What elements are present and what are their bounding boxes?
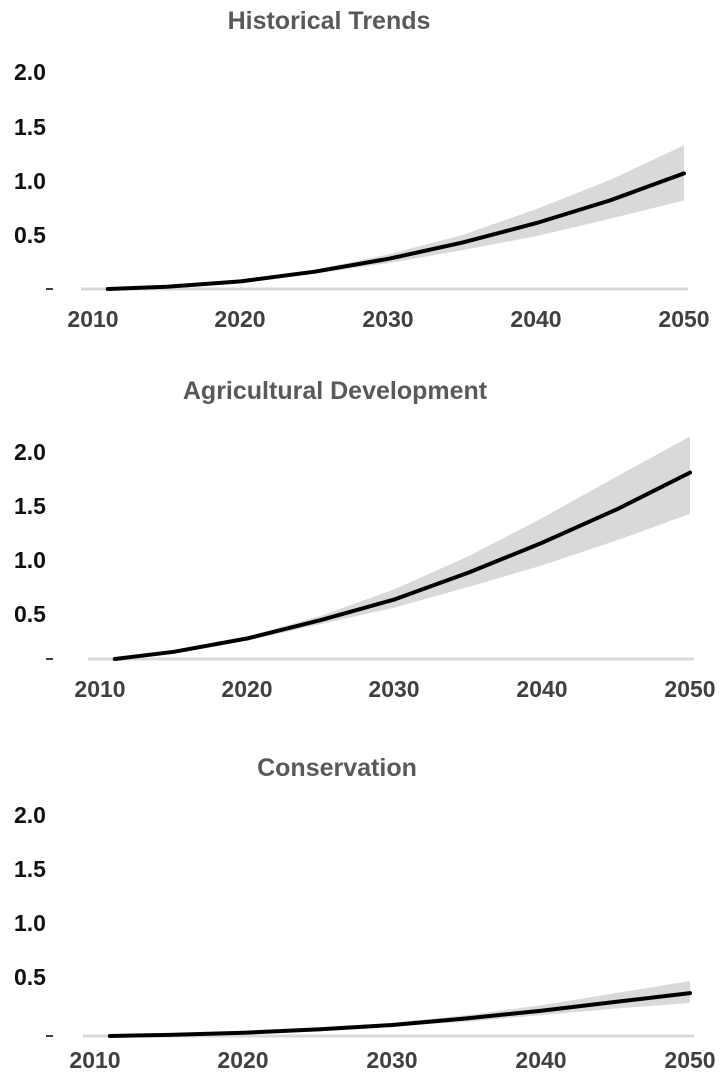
- uncertainty-band: [107, 145, 685, 289]
- y-tick-label: 2.0: [14, 439, 46, 465]
- x-tick-label: 2020: [217, 1047, 268, 1073]
- y-tick-label: 1.5: [14, 856, 46, 882]
- median-line: [107, 991, 692, 1038]
- x-tick-label: 2030: [366, 1047, 417, 1073]
- panel-historical-trends: Historical Trends 2.0 1.5 1.0 0.5 2010 2…: [14, 7, 710, 332]
- y-tick-label: 1.0: [14, 168, 46, 194]
- x-tick-label: 2040: [510, 306, 561, 332]
- uncertainty-band: [109, 981, 690, 1036]
- median-line: [112, 470, 692, 661]
- x-tick-label: 2030: [368, 676, 419, 702]
- x-tick-label: 2040: [515, 1047, 566, 1073]
- chart-title: Historical Trends: [228, 7, 431, 35]
- median-line: [105, 171, 686, 291]
- y-tick-label: 1.0: [14, 547, 46, 573]
- y-tick-label: 1.5: [14, 493, 46, 519]
- x-tick-label: 2050: [664, 1047, 715, 1073]
- x-tick-label: 2030: [362, 306, 413, 332]
- y-tick-label: 1.0: [14, 910, 46, 936]
- x-tick-label: 2010: [74, 676, 125, 702]
- uncertainty-band: [114, 436, 691, 659]
- panel-agricultural-development: Agricultural Development 2.0 1.5 1.0 0.5…: [14, 377, 716, 702]
- y-tick-label: 1.5: [14, 114, 46, 140]
- y-tick-label: 2.0: [14, 59, 46, 85]
- y-tick-label: 0.5: [14, 222, 46, 248]
- y-tick-label: 0.5: [14, 964, 46, 990]
- x-tick-label: 2010: [69, 1047, 120, 1073]
- chart-title: Conservation: [257, 754, 417, 782]
- x-tick-label: 2040: [516, 676, 567, 702]
- x-tick-label: 2020: [214, 306, 265, 332]
- x-tick-label: 2020: [221, 676, 272, 702]
- chart-title: Agricultural Development: [183, 377, 488, 405]
- y-tick-label: 0.5: [14, 601, 46, 627]
- x-tick-label: 2010: [67, 306, 118, 332]
- x-tick-label: 2050: [664, 676, 715, 702]
- panel-conservation: Conservation 2.0 1.5 1.0 0.5 2010 2020 2…: [14, 754, 716, 1073]
- y-tick-label: 2.0: [14, 802, 46, 828]
- x-tick-label: 2050: [658, 306, 709, 332]
